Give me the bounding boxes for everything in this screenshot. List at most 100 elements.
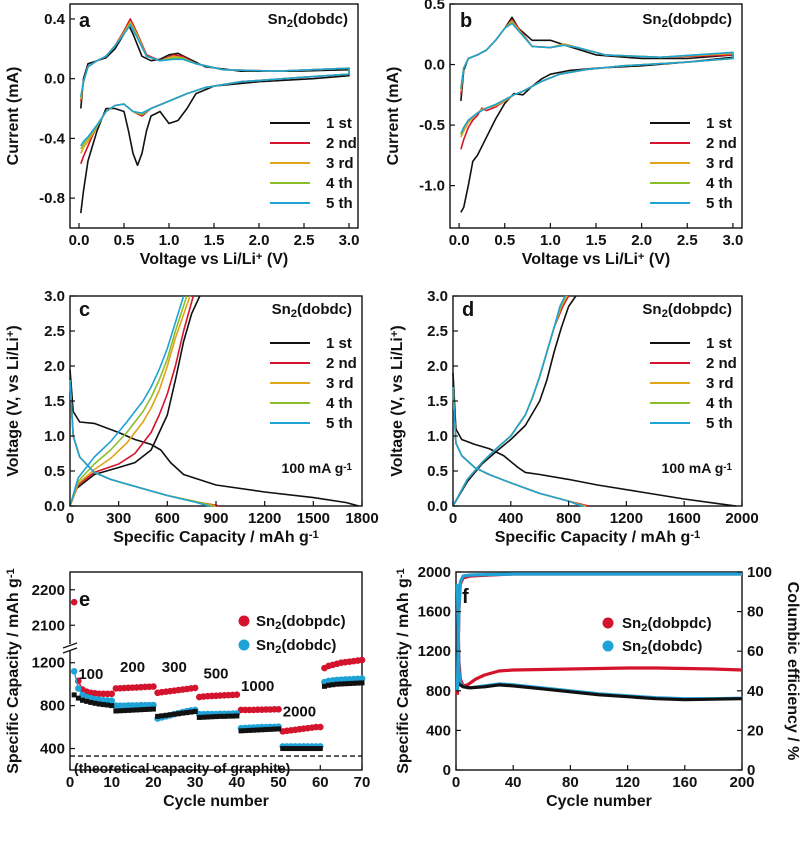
rate-point [71, 692, 77, 698]
rate-point [301, 746, 307, 752]
rate-point [75, 685, 82, 692]
rate-point [284, 746, 290, 752]
cycling-series-line [456, 681, 743, 702]
rate-point [217, 713, 223, 719]
rate-point [234, 713, 240, 719]
rate-point [316, 723, 324, 731]
cycling-series-line [455, 572, 742, 695]
rate-point [251, 727, 257, 733]
panel-b-xtick-label: 2.0 [631, 232, 652, 249]
rate-point [138, 707, 144, 713]
panel-f-xtick-label: 160 [672, 774, 697, 791]
rate-point [113, 708, 119, 714]
panel-c-xtick-label: 1800 [345, 510, 378, 527]
rate-point [205, 714, 211, 720]
gcd-curve-d [452, 295, 568, 507]
rate-point [346, 681, 352, 687]
panel-e-xtick-label: 20 [145, 774, 162, 791]
panel-f-ytick-label: 0 [443, 762, 451, 779]
cv-curve-b [460, 21, 734, 136]
panel-d-xtick-label: 400 [498, 510, 523, 527]
rate-point [171, 711, 177, 717]
cycling-series-line [455, 586, 743, 688]
panel-b-ytick-label: 0.5 [424, 0, 445, 13]
legend-marker-f [602, 640, 614, 652]
rate-point [92, 700, 98, 706]
panel-a-ytick-label: -0.4 [39, 130, 66, 147]
rate-point [330, 682, 336, 688]
rate-point [108, 697, 116, 705]
cv-curve-a [80, 24, 350, 147]
panel-c-xtick-label: 1200 [248, 510, 281, 527]
panel-d: 0 400 800 1200 1600 2000 Specific Capacity / m… [389, 288, 759, 546]
panel-f-ytick-label: 400 [426, 722, 451, 739]
panel-c-legend-label: 4 th [326, 395, 353, 412]
cv-curve-b [460, 20, 734, 138]
panel-f-xtick-label: 200 [729, 774, 754, 791]
cv-curve-b [460, 16, 734, 213]
panel-a-legend-label: 3 rd [326, 155, 354, 172]
panel-e-frame [69, 571, 363, 771]
panel-b-ytick-label: -1.0 [419, 178, 445, 195]
panel-c-ytick-label: 0.0 [44, 498, 65, 515]
rate-point [221, 713, 227, 719]
cv-curve-b [460, 22, 734, 134]
panel-c: 0 300 600 900 1200 1500 1800 Specific Capacity … [5, 288, 379, 546]
panel-e-ytick-label: 2100 [32, 617, 65, 634]
rate-point [313, 746, 319, 752]
rate-point [351, 680, 357, 686]
rate-point [96, 701, 102, 707]
rate-point [230, 713, 236, 719]
panel-e: (theoretical capacity of graphite)100 200… [5, 568, 370, 810]
panel-f-y2tick-label: 40 [747, 683, 764, 700]
panel-c-legend-label: 2 nd [326, 355, 357, 372]
panel-title-b: Sn2(dobpdc) [642, 11, 732, 30]
gcd-curve-c [69, 295, 188, 507]
panel-d-xtick-label: 0 [449, 510, 457, 527]
rate-point [117, 708, 123, 714]
current-density-label-c: 100 mA g-1 [282, 460, 353, 476]
panel-d-legend-label: 2 nd [706, 355, 737, 372]
panel-c-ytick-label: 2.0 [44, 358, 65, 375]
rate-point [150, 706, 156, 712]
rate-point [167, 712, 173, 718]
rate-point [80, 697, 86, 703]
rate-point [159, 713, 165, 719]
panel-b: 0.0 0.5 1.0 1.5 2.0 2.5 3.0 Voltage vs Li/Li+ (… [385, 0, 743, 268]
panel-c-legend-label: 3 rd [326, 375, 354, 392]
panel-f-xlabel: Cycle number [546, 793, 652, 810]
panel-c-ytick-label: 1.5 [44, 393, 65, 410]
panel-b-ytick-label: -0.5 [419, 117, 445, 134]
gcd-curve-d [452, 295, 577, 507]
gcd-curve-d [452, 295, 570, 507]
panel-c-xlabel: Specific Capacity / mAh g-1 [113, 529, 319, 546]
rate-point [196, 714, 202, 720]
panel-f-frame [455, 571, 743, 771]
rate-point [263, 727, 269, 733]
panel-b-xtick-label: 0.0 [449, 232, 470, 249]
panel-a-ytick-label: 0.0 [44, 71, 65, 88]
rate-point [321, 683, 327, 689]
panel-f-y2tick-label: 20 [747, 722, 764, 739]
panel-title-a: Sn2(dobdc) [268, 11, 348, 30]
rate-point [88, 699, 94, 705]
axis-break-mark [62, 642, 78, 649]
rate-label: 500 [203, 665, 228, 682]
panel-label-a: a [79, 10, 91, 32]
rate-point [163, 712, 169, 718]
panel-c-xtick-label: 600 [155, 510, 180, 527]
rate-point [121, 708, 127, 714]
theoretical-capacity-label: (theoretical capacity of graphite) [74, 760, 290, 776]
panel-a: 0.0 0.5 1.0 1.5 2.0 2.5 3.0 Voltage vs Li/Li+ (… [5, 3, 359, 268]
gcd-curve-c [69, 379, 213, 507]
panel-c-ytick-label: 3.0 [44, 288, 65, 305]
panel-c-xtick-label: 300 [106, 510, 131, 527]
panel-b-xtick-label: 1.0 [540, 232, 561, 249]
panel-a-ylabel: Current (mA) [5, 67, 22, 166]
rate-point [146, 706, 152, 712]
panel-d-xtick-label: 2000 [725, 510, 758, 527]
panel-f-ytick-label: 1200 [418, 643, 451, 660]
panel-c-legend-label: 5 th [326, 415, 353, 432]
